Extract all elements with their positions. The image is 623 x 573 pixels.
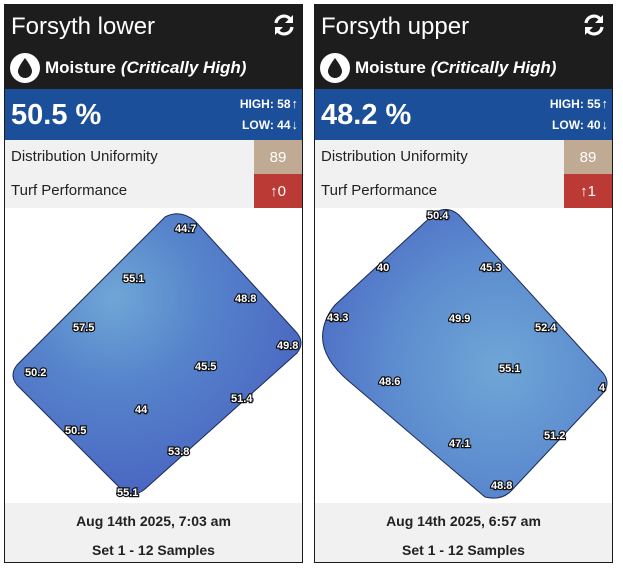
value-band: 48.2 % HIGH: 55 ↑ LOW: 40 ↓ (315, 89, 612, 140)
arrow-up-icon: ↑ (291, 96, 299, 111)
point-label: 53.8 (168, 446, 189, 458)
low-value: LOW: 40 ↓ (552, 117, 608, 132)
water-drop-icon (320, 53, 350, 83)
turf-area (322, 209, 608, 499)
high-value: HIGH: 55 ↑ (550, 96, 608, 111)
du-badge: 89 (564, 140, 612, 174)
card-footer: Aug 14th 2025, 6:57 am Set 1 - 12 Sample… (315, 503, 612, 562)
metric-label: Moisture (355, 58, 426, 77)
point-label: 45.3 (480, 262, 501, 274)
point-label: 55.1 (123, 273, 144, 285)
low-label: LOW: 44 (242, 117, 291, 132)
point-label: 45.5 (195, 361, 216, 373)
card-title: Forsyth lower (11, 13, 156, 40)
refresh-icon[interactable] (272, 13, 296, 37)
du-row: Distribution Uniformity 89 (315, 140, 612, 174)
tp-value: 0 (277, 182, 286, 200)
point-label: 52.4 (535, 322, 557, 334)
point-label: 51.4 (231, 393, 253, 405)
point-label: 40 (377, 262, 389, 274)
tp-badge: ↑ 1 (564, 174, 612, 208)
point-label: 48.8 (491, 480, 512, 492)
point-label: 50.2 (25, 367, 46, 379)
sample-set: Set 1 - 12 Samples (92, 542, 215, 558)
du-badge: 89 (254, 140, 302, 174)
point-label: 55.1 (117, 487, 138, 499)
point-label: 48.8 (235, 293, 256, 305)
point-label: 50.4 (427, 210, 449, 222)
sample-date: Aug 14th 2025, 7:03 am (76, 513, 231, 529)
card-forsyth-upper[interactable]: Forsyth upper Moisture (Critically High)… (314, 4, 613, 563)
moisture-value: 50.5 % (11, 99, 102, 131)
card-forsyth-lower[interactable]: Forsyth lower Moisture (Critically High)… (4, 4, 303, 563)
card-title: Forsyth upper (321, 13, 470, 40)
du-row: Distribution Uniformity 89 (5, 140, 302, 174)
low-value: LOW: 44 ↓ (242, 117, 298, 132)
card-footer: Aug 14th 2025, 7:03 am Set 1 - 12 Sample… (5, 503, 302, 562)
point-label: 49.8 (277, 340, 298, 352)
point-label: 4 (599, 382, 606, 394)
high-value: HIGH: 58 ↑ (240, 96, 298, 111)
du-label: Distribution Uniformity (11, 148, 158, 165)
arrow-up-icon: ↑ (270, 182, 278, 200)
card-header: Forsyth upper Moisture (Critically High) (315, 5, 612, 89)
arrow-up-icon: ↑ (580, 182, 588, 200)
arrow-up-icon: ↑ (601, 96, 609, 111)
metric-subtitle: Moisture (Critically High) (320, 53, 556, 83)
moisture-map[interactable]: 50.4 40 45.3 43.3 49.9 52.4 55.1 48.6 4 … (315, 207, 612, 503)
point-label: 49.9 (449, 313, 470, 325)
arrow-down-icon: ↓ (601, 117, 609, 132)
high-label: HIGH: 55 (549, 96, 601, 111)
point-label: 43.3 (327, 312, 348, 324)
sample-set: Set 1 - 12 Samples (402, 542, 525, 558)
point-label: 55.1 (499, 363, 520, 375)
point-label: 44 (135, 404, 148, 416)
metric-subtitle: Moisture (Critically High) (10, 53, 246, 83)
metric-status: (Critically High) (120, 58, 247, 77)
point-label: 51.2 (544, 430, 565, 442)
turf-area (12, 213, 302, 495)
arrow-down-icon: ↓ (291, 117, 299, 132)
sample-date: Aug 14th 2025, 6:57 am (386, 513, 541, 529)
metric-label: Moisture (45, 58, 116, 77)
metric-status: (Critically High) (430, 58, 557, 77)
card-header: Forsyth lower Moisture (Critically High) (5, 5, 302, 89)
point-label: 47.1 (449, 438, 470, 450)
point-label: 44.7 (175, 223, 196, 235)
tp-label: Turf Performance (321, 182, 438, 199)
point-label: 48.6 (379, 376, 400, 388)
refresh-icon[interactable] (582, 13, 606, 37)
high-label: HIGH: 58 (239, 96, 291, 111)
tp-row: Turf Performance ↑ 0 (5, 174, 302, 208)
point-label: 50.5 (65, 425, 86, 437)
moisture-value: 48.2 % (321, 99, 412, 131)
moisture-map[interactable]: 44.7 55.1 48.8 57.5 49.8 50.2 45.5 51.4 … (5, 207, 302, 503)
du-label: Distribution Uniformity (321, 148, 468, 165)
value-band: 50.5 % HIGH: 58 ↑ LOW: 44 ↓ (5, 89, 302, 140)
tp-label: Turf Performance (11, 182, 128, 199)
point-label: 57.5 (73, 322, 94, 334)
low-label: LOW: 40 (552, 117, 601, 132)
tp-row: Turf Performance ↑ 1 (315, 174, 612, 208)
water-drop-icon (10, 53, 40, 83)
tp-value: 1 (587, 182, 596, 200)
tp-badge: ↑ 0 (254, 174, 302, 208)
